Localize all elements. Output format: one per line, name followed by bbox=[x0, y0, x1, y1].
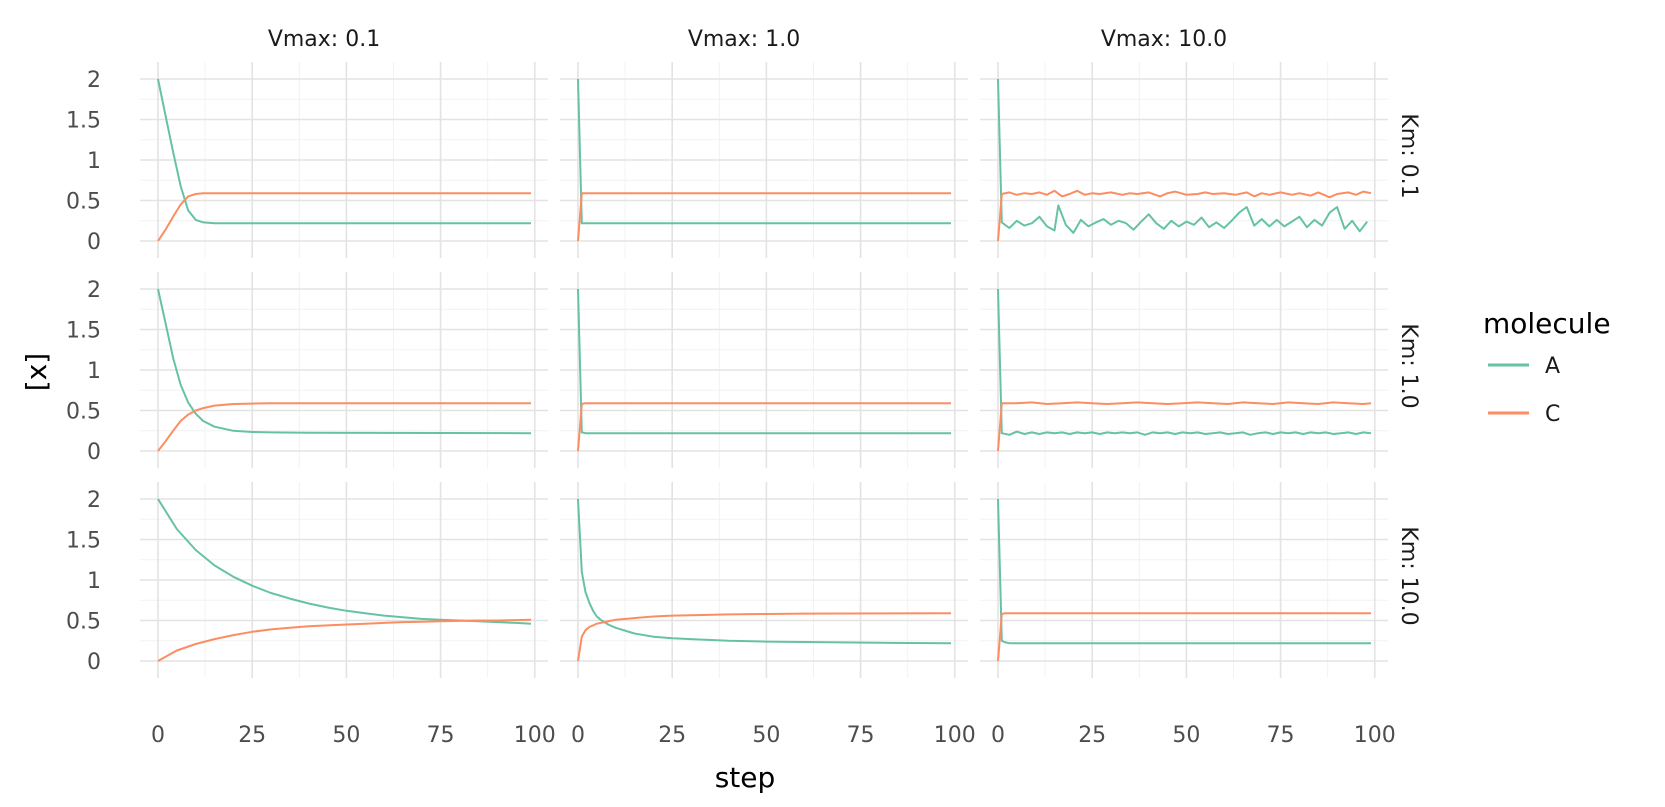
x-tick-label: 50 bbox=[752, 723, 780, 748]
y-tick-label: 0.5 bbox=[66, 190, 101, 215]
x-tick-label: 50 bbox=[332, 723, 360, 748]
y-tick-label: 0.5 bbox=[66, 610, 101, 635]
x-tick-label: 100 bbox=[934, 723, 976, 748]
x-tick-label: 75 bbox=[427, 723, 455, 748]
y-tick-label: 1 bbox=[87, 149, 101, 174]
x-tick-label: 100 bbox=[1354, 723, 1396, 748]
series-line-c bbox=[577, 402, 951, 452]
series-line-a bbox=[577, 78, 951, 225]
series-line-c bbox=[997, 612, 1371, 662]
facet-row-label: Km: 0.1 bbox=[1396, 113, 1421, 198]
x-tick-label: 0 bbox=[151, 723, 165, 748]
series-line-c bbox=[577, 192, 951, 242]
series-line-a bbox=[157, 78, 531, 225]
x-tick-label: 0 bbox=[991, 723, 1005, 748]
y-tick-label: 2 bbox=[87, 68, 101, 93]
legend: molecule A C bbox=[1483, 307, 1611, 427]
x-tick-label: 75 bbox=[847, 723, 875, 748]
y-tick-label: 1 bbox=[87, 359, 101, 384]
facet-col-label: Vmax: 1.0 bbox=[688, 27, 800, 52]
y-axis-title: [x] bbox=[20, 353, 53, 391]
series-layer bbox=[157, 78, 1372, 662]
series-line-c bbox=[997, 401, 1372, 452]
facet-col-label: Vmax: 10.0 bbox=[1101, 27, 1227, 52]
y-tick-label: 1.5 bbox=[66, 529, 101, 554]
legend-title: molecule bbox=[1483, 307, 1611, 340]
series-line-a bbox=[997, 78, 1368, 234]
x-tick-label: 50 bbox=[1172, 723, 1200, 748]
facet-row-label: Km: 10.0 bbox=[1396, 526, 1421, 625]
y-tick-label: 2 bbox=[87, 488, 101, 513]
series-line-a bbox=[157, 288, 532, 435]
series-line-a bbox=[997, 288, 1372, 436]
series-line-c bbox=[157, 402, 531, 452]
facet-col-label: Vmax: 0.1 bbox=[268, 27, 380, 52]
y-tick-label: 0 bbox=[87, 650, 101, 675]
y-tick-label: 1.5 bbox=[66, 109, 101, 134]
label-layer: Vmax: 0.1 Vmax: 1.0 Vmax: 10.0 Km: 0.1 Km: 1… bbox=[66, 27, 1421, 748]
grid-layer bbox=[140, 62, 1388, 678]
series-line-c bbox=[157, 192, 531, 242]
x-tick-label: 0 bbox=[571, 723, 585, 748]
legend-label-a: A bbox=[1545, 354, 1560, 379]
x-axis-title: step bbox=[715, 761, 776, 794]
series-line-c bbox=[157, 618, 532, 662]
series-line-a bbox=[577, 498, 952, 645]
x-tick-label: 75 bbox=[1267, 723, 1295, 748]
y-tick-label: 1.5 bbox=[66, 319, 101, 344]
series-line-c bbox=[997, 189, 1372, 242]
facet-row-label: Km: 1.0 bbox=[1396, 323, 1421, 408]
series-line-a bbox=[577, 288, 951, 435]
x-tick-label: 25 bbox=[658, 723, 686, 748]
x-tick-label: 25 bbox=[238, 723, 266, 748]
series-line-a bbox=[997, 498, 1371, 645]
x-tick-label: 100 bbox=[514, 723, 556, 748]
series-line-a bbox=[157, 498, 532, 625]
y-tick-label: 0.5 bbox=[66, 400, 101, 425]
series-line-c bbox=[577, 612, 952, 662]
x-tick-label: 25 bbox=[1078, 723, 1106, 748]
y-tick-label: 0 bbox=[87, 230, 101, 255]
legend-label-c: C bbox=[1545, 402, 1560, 427]
y-tick-label: 0 bbox=[87, 440, 101, 465]
y-tick-label: 2 bbox=[87, 278, 101, 303]
y-tick-label: 1 bbox=[87, 569, 101, 594]
